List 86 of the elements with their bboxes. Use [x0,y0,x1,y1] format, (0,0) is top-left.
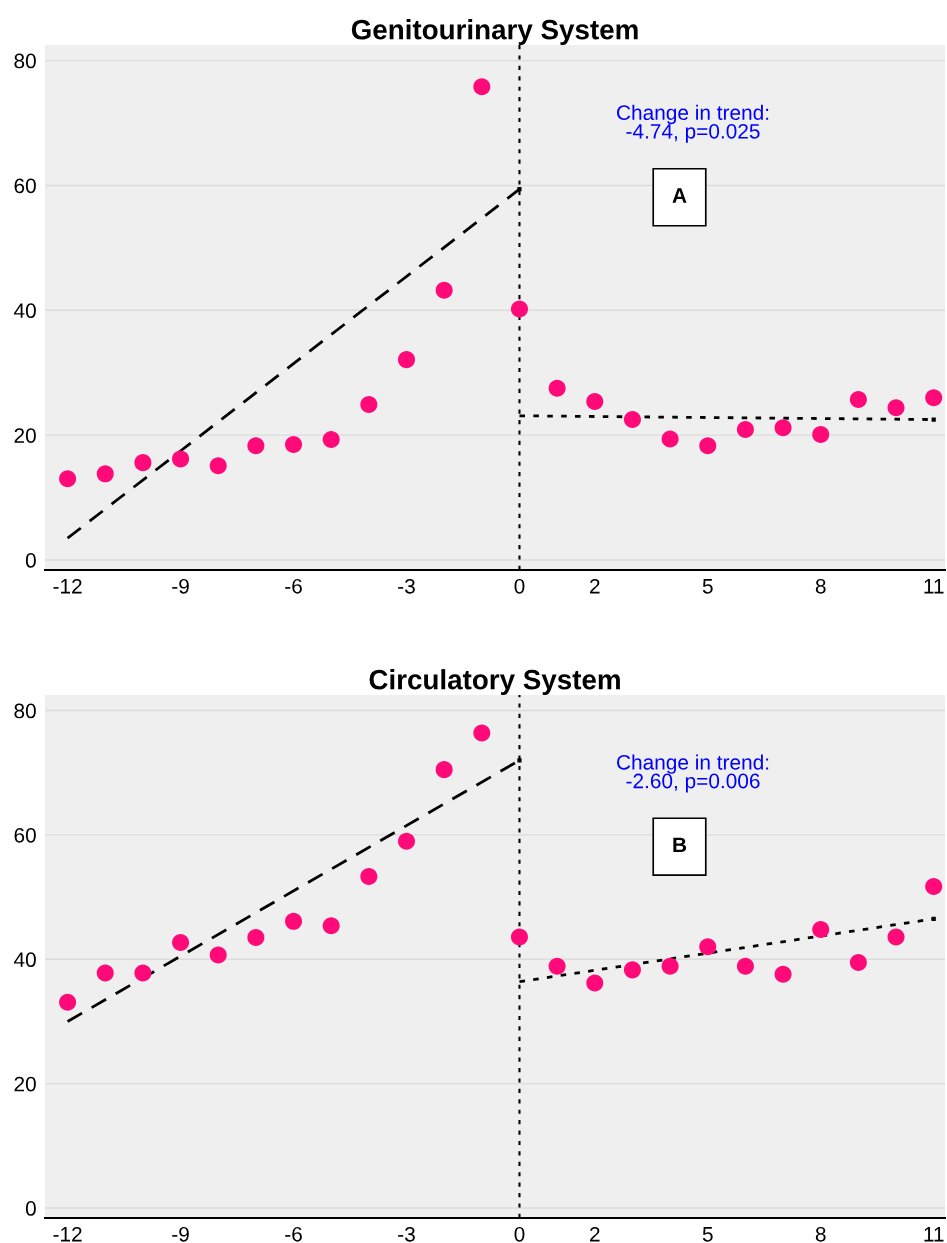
point [623,961,641,979]
point [849,391,867,409]
x-tick-label: 0 [514,1226,525,1242]
x-tick-label: 11 [924,1227,944,1242]
point [774,419,792,437]
point [812,920,830,938]
point [172,934,190,952]
point [172,450,190,468]
x-tick-label: 5 [702,1227,713,1242]
point [925,878,943,896]
point [285,436,303,454]
point [661,957,679,975]
point [247,929,265,947]
point [931,916,936,921]
y-tick-label: 80 [14,703,36,719]
y-tick-label: 0 [25,1201,36,1216]
point [209,457,227,475]
x-tick-label: 5 [702,579,713,594]
point [96,964,114,982]
y-tick-label: 60 [14,178,36,194]
x-tick-label: -6 [285,578,302,594]
y-tick-label: 40 [13,952,36,968]
point [247,437,265,455]
point [548,957,566,975]
point [736,421,754,439]
point [812,426,830,444]
point [473,78,491,96]
x-tick-label: 2 [590,1226,600,1242]
point [134,964,152,982]
point [849,953,867,971]
point [209,946,227,964]
y-tick-label: 20 [14,1076,36,1092]
point [517,758,522,763]
x-tick-label: 8 [815,1226,826,1242]
x-tick-label: 0 [514,578,525,594]
point [931,417,936,422]
point [435,281,453,299]
y-tick-label: 20 [14,428,36,443]
point [398,832,416,850]
point [887,399,905,417]
x-tick-label: -3 [398,578,415,594]
x-tick-label: -3 [398,1226,415,1242]
chart-title: Circulatory System [369,669,620,695]
point [699,938,717,956]
y-tick-label: 60 [14,827,36,843]
point [548,379,566,397]
point [661,430,679,448]
chart-title: Genitourinary System [351,19,638,45]
y-tick-label: 80 [14,53,36,69]
point [435,761,453,779]
annotation: Change in trend: -4.74, p=0.025 [617,104,769,143]
point [887,928,905,946]
point [586,974,604,992]
point [96,465,114,483]
point [736,957,754,975]
point [285,912,303,930]
annotation: B [673,837,687,853]
point [473,724,491,742]
point [59,470,77,488]
point [360,396,378,414]
x-tick-label: -9 [172,578,189,594]
point [925,389,943,407]
point [59,993,77,1011]
point [398,351,416,369]
x-tick-label: -12 [53,578,82,594]
point [360,868,378,886]
annotation: Change in trend: -2.60, p=0.006 [617,754,769,793]
point [699,437,717,455]
x-tick-label: 8 [815,578,826,594]
point [586,392,604,410]
x-tick-label: 2 [590,578,600,594]
point [322,431,340,449]
x-tick-label: 11 [924,579,944,594]
x-tick-label: -6 [285,1226,302,1242]
annotation: A [672,188,687,203]
y-tick-label: 0 [25,553,36,568]
y-tick-label: 40 [13,303,36,319]
point [774,965,792,983]
point [517,187,522,192]
point [510,300,528,318]
point [322,917,340,935]
point [623,411,641,429]
x-tick-label: -9 [172,1226,189,1242]
point [134,454,152,472]
x-tick-label: -12 [53,1226,82,1242]
point [510,928,528,946]
